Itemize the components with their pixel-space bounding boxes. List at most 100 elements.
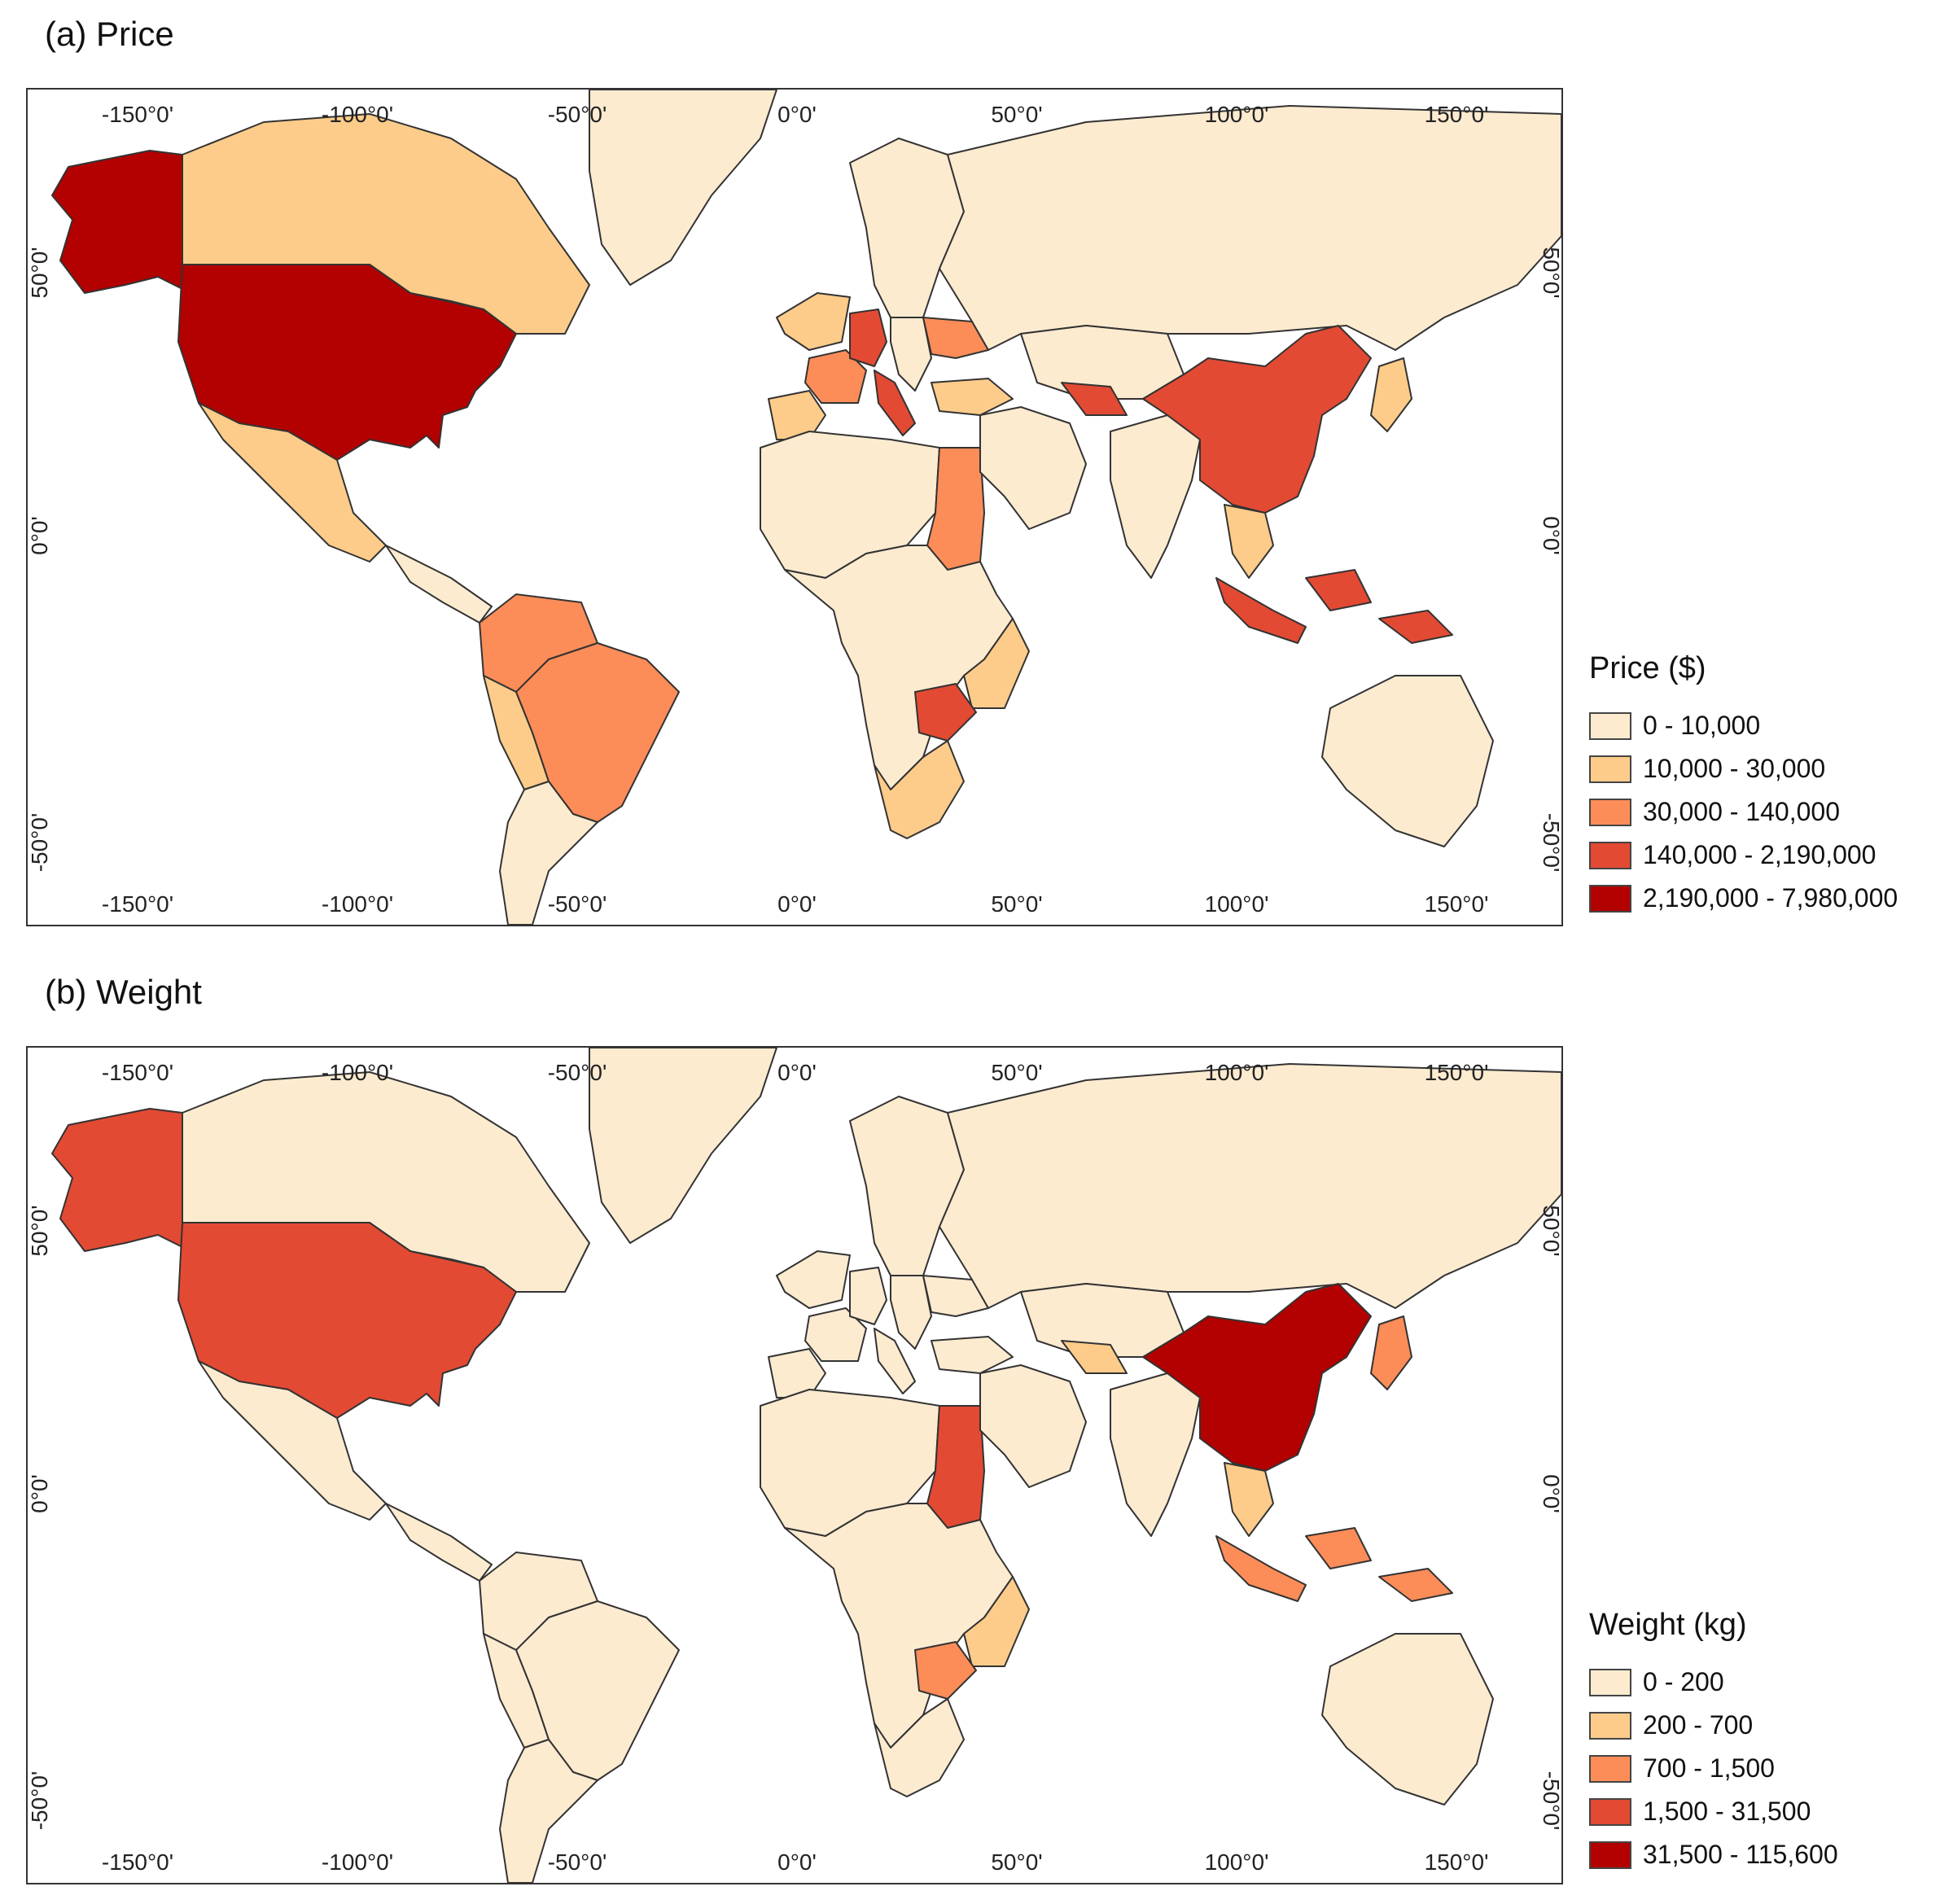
- y-tick-label-right: 50°0': [1539, 247, 1561, 298]
- region-mexico: [198, 1360, 387, 1521]
- region-mexico: [198, 402, 387, 562]
- legend-swatch: [1589, 755, 1631, 783]
- region-alaska: [51, 1108, 208, 1260]
- region-western-europe: [776, 292, 851, 351]
- region-southeast-asia: [1224, 504, 1274, 579]
- legend-swatch: [1589, 1797, 1631, 1826]
- region-brazil: [515, 642, 680, 823]
- region-zambia: [914, 1641, 977, 1700]
- legend-swatch: [1589, 1711, 1631, 1740]
- y-tick-label-left: 0°0': [28, 1474, 52, 1513]
- panel-a-title: (a) Price: [45, 15, 174, 53]
- region-indonesia: [1305, 1527, 1372, 1569]
- legend-label: 700 - 1,500: [1643, 1753, 1775, 1783]
- x-tick-label-bottom: -100°0': [322, 1849, 393, 1875]
- region-france: [804, 1307, 867, 1362]
- legend-label: 2,190,000 - 7,980,000: [1643, 883, 1898, 913]
- legend-item: 0 - 10,000: [1589, 704, 1898, 747]
- x-tick-label-bottom: 50°0': [991, 891, 1042, 917]
- x-tick-label-bottom: 150°0': [1425, 891, 1489, 917]
- legend-swatch: [1589, 884, 1631, 913]
- region-japan: [1370, 357, 1412, 432]
- region-western-europe: [768, 390, 826, 440]
- legend-swatch: [1589, 711, 1631, 740]
- x-tick-label-bottom: -50°0': [548, 1849, 607, 1875]
- region-western-europe: [776, 1250, 851, 1309]
- region-india: [1110, 1372, 1201, 1537]
- region-western-europe: [768, 1348, 826, 1398]
- panel-a-map: -150°0' -150°0' -100°0' -100°0' -50°0' -50°0'…: [26, 88, 1563, 926]
- x-tick-label-top: -50°0': [548, 1060, 607, 1085]
- region-middle-east: [979, 1364, 1087, 1488]
- x-tick-label-top: -150°0': [102, 102, 173, 127]
- x-tick-label-top: -150°0': [102, 1060, 173, 1085]
- legend-label: 0 - 200: [1643, 1667, 1724, 1696]
- legend-swatch: [1589, 798, 1631, 826]
- region-italy: [874, 1328, 916, 1394]
- region-germany: [849, 1267, 887, 1325]
- legend-swatch: [1589, 1668, 1631, 1696]
- region-brazil: [515, 1600, 680, 1781]
- region-east-africa: [963, 618, 1030, 709]
- y-tick-label-right: 0°0': [1539, 516, 1561, 555]
- legend-label: 1,500 - 31,500: [1643, 1797, 1811, 1826]
- x-tick-label-top: -50°0': [548, 102, 607, 127]
- legend-label: 30,000 - 140,000: [1643, 797, 1840, 826]
- map-svg: -150°0' -150°0' -100°0' -100°0' -50°0' -50°0'…: [28, 1048, 1561, 1883]
- legend-item: 700 - 1,500: [1589, 1747, 1838, 1790]
- y-tick-label-right: -50°0': [1539, 1771, 1561, 1831]
- legend-swatch: [1589, 1754, 1631, 1783]
- legend-label: 140,000 - 2,190,000: [1643, 840, 1877, 869]
- x-tick-label-bottom: 0°0': [777, 1849, 817, 1875]
- x-tick-label-top: -100°0': [322, 1060, 393, 1085]
- map-svg: -150°0' -150°0' -100°0' -100°0' -50°0' -50°0'…: [28, 90, 1561, 925]
- region-southeast-asia: [1224, 1462, 1274, 1537]
- region-south-america-rest: [499, 781, 598, 925]
- legend-item: 200 - 700: [1589, 1704, 1838, 1747]
- y-tick-label-right: 0°0': [1539, 1474, 1561, 1513]
- region-china: [1142, 1283, 1372, 1472]
- region-eastern-europe: [849, 1096, 965, 1276]
- x-tick-label-bottom: 100°0': [1205, 891, 1269, 917]
- panel-b-legend: Weight (kg) 0 - 200 200 - 700 700 - 1,500 1…: [1589, 1608, 1838, 1876]
- region-central-america: [385, 1503, 493, 1582]
- panel-a-legend: Price ($) 0 - 10,000 10,000 - 30,000 30,00…: [1589, 651, 1898, 920]
- y-tick-label-left: 0°0': [28, 516, 52, 555]
- legend-label: 31,500 - 115,600: [1643, 1840, 1838, 1869]
- region-greenland: [589, 90, 777, 286]
- legend-item: 10,000 - 30,000: [1589, 747, 1898, 790]
- region-zambia: [914, 683, 977, 742]
- x-tick-label-bottom: 100°0': [1205, 1849, 1269, 1875]
- region-ukraine: [922, 317, 989, 359]
- x-tick-label-top: 100°0': [1205, 1060, 1269, 1085]
- legend-label: 10,000 - 30,000: [1643, 754, 1826, 783]
- x-tick-label-top: 50°0': [991, 1060, 1042, 1085]
- x-tick-label-bottom: 150°0': [1425, 1849, 1489, 1875]
- region-indonesia: [1215, 1535, 1307, 1602]
- region-turkey: [931, 378, 1014, 416]
- region-indonesia: [1378, 610, 1453, 644]
- legend-swatch: [1589, 1841, 1631, 1869]
- x-tick-label-bottom: -50°0': [548, 891, 607, 917]
- panel-a-legend-title: Price ($): [1589, 651, 1706, 685]
- region-china: [1142, 325, 1372, 514]
- region-australia: [1321, 675, 1494, 847]
- region-russia: [939, 105, 1561, 351]
- region-russia: [939, 1063, 1561, 1309]
- y-tick-label-left: -50°0': [28, 813, 52, 873]
- region-indonesia: [1305, 569, 1372, 611]
- legend-item: 140,000 - 2,190,000: [1589, 834, 1898, 877]
- region-indonesia: [1215, 577, 1307, 644]
- region-germany: [849, 309, 887, 367]
- region-france: [804, 349, 867, 404]
- region-eastern-europe: [849, 138, 965, 318]
- region-greenland: [589, 1048, 777, 1244]
- legend-label: 200 - 700: [1643, 1710, 1754, 1740]
- region-alaska: [51, 150, 208, 302]
- panel-b-map: -150°0' -150°0' -100°0' -100°0' -50°0' -50°0'…: [26, 1046, 1563, 1884]
- region-south-africa: [874, 1698, 965, 1797]
- legend-item: 1,500 - 31,500: [1589, 1790, 1838, 1833]
- panel-b-legend-title: Weight (kg): [1589, 1608, 1747, 1642]
- region-uzbekistan: [1061, 382, 1128, 416]
- x-tick-label-bottom: -100°0': [322, 891, 393, 917]
